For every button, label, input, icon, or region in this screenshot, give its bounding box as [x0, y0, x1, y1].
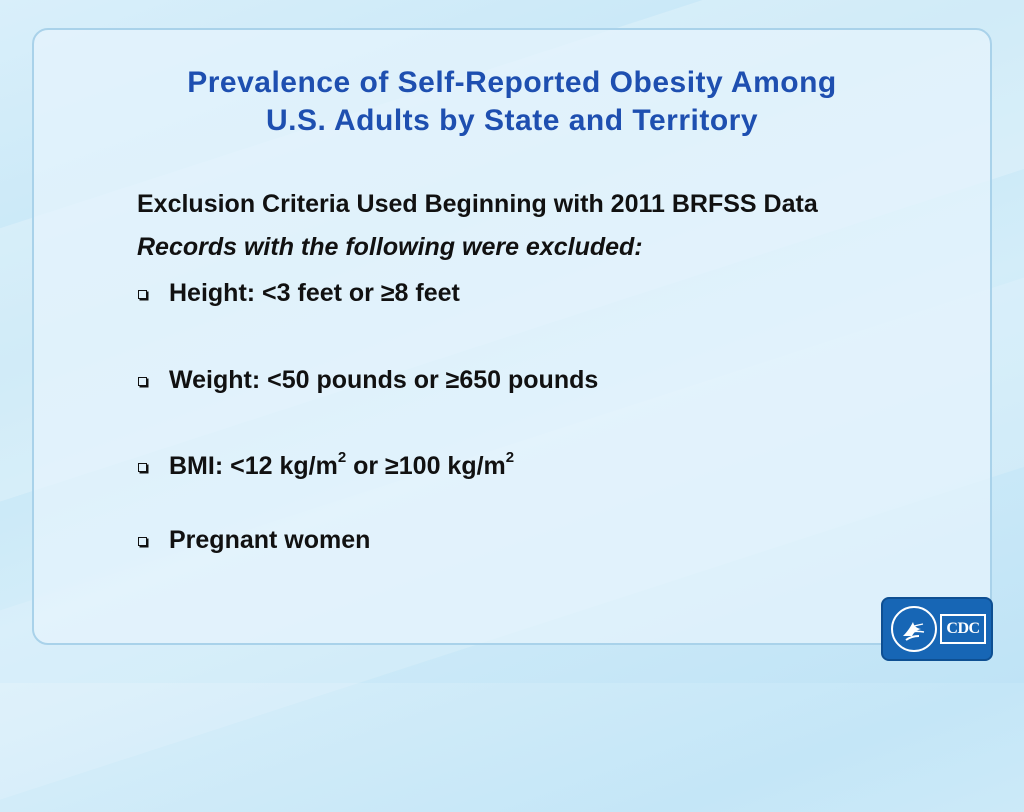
criterion-bmi: BMI: <12 kg/m2 or ≥100 kg/m2 — [138, 448, 515, 481]
checkbox-bullet-icon — [138, 537, 147, 546]
slide-title-line-1: Prevalence of Self-Reported Obesity Amon… — [187, 66, 837, 99]
criterion-height-text: Height: <3 feet or ≥8 feet — [169, 279, 460, 307]
hhs-eagle-seal-icon — [891, 606, 937, 652]
bmi-superscript-2: 2 — [505, 448, 515, 466]
intro-text: Records with the following were excluded… — [137, 233, 643, 261]
bmi-superscript-1: 2 — [337, 448, 347, 466]
criterion-pregnant-text: Pregnant women — [169, 526, 371, 554]
cdc-logo: CDC — [881, 597, 993, 661]
checkbox-bullet-icon — [138, 290, 147, 299]
criterion-weight-text: Weight: <50 pounds or ≥650 pounds — [169, 366, 599, 394]
content-panel — [32, 28, 992, 645]
subheading: Exclusion Criteria Used Beginning with 2… — [137, 190, 818, 218]
criterion-bmi-text: BMI: <12 kg/m2 or ≥100 kg/m2 — [169, 448, 515, 481]
criterion-pregnant: Pregnant women — [138, 526, 370, 555]
checkbox-bullet-icon — [138, 377, 147, 386]
slide-title-line-2: U.S. Adults by State and Territory — [265, 104, 759, 137]
criterion-weight: Weight: <50 pounds or ≥650 pounds — [138, 366, 598, 395]
bmi-part-1: BMI: <12 kg/m — [169, 452, 338, 480]
criterion-height: Height: <3 feet or ≥8 feet — [138, 279, 460, 308]
cdc-wordmark: CDC — [940, 614, 986, 644]
slide-title: Prevalence of Self-Reported Obesity Amon… — [0, 64, 1024, 140]
bmi-part-2: or ≥100 kg/m — [346, 452, 506, 480]
checkbox-bullet-icon — [138, 463, 147, 472]
